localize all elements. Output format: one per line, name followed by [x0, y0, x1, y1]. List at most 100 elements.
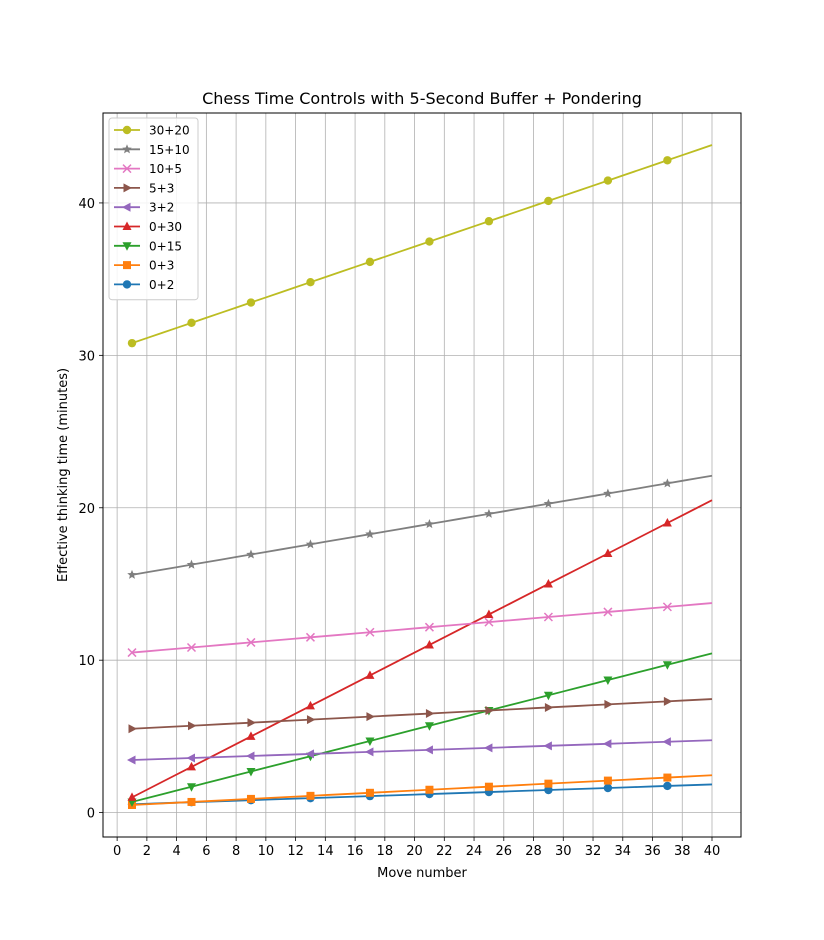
data-point-10+5: [246, 637, 256, 647]
x-tick-label: 8: [232, 844, 240, 859]
data-point-3+2: [543, 741, 552, 751]
series-layer: [127, 144, 713, 809]
x-tick-label: 12: [287, 844, 304, 859]
data-point-3+2: [483, 743, 493, 753]
data-point-15+10: [127, 569, 137, 579]
data-point-5+3: [366, 712, 375, 722]
data-point-0+30: [365, 670, 375, 679]
data-point-0+15: [543, 691, 553, 701]
data-point-0+3: [365, 788, 374, 797]
series-0+30: [127, 499, 713, 801]
y-tick-label: 40: [78, 197, 95, 212]
data-point-3+2: [602, 739, 612, 749]
x-axis-label: Move number: [377, 866, 467, 881]
data-point-0+15: [603, 676, 613, 686]
data-point-30+20: [425, 237, 434, 246]
legend-marker: [122, 242, 132, 251]
y-axis-label: Effective thinking time (minutes): [56, 368, 71, 582]
legend-item: 10+5: [114, 162, 182, 176]
data-point-10+5: [365, 627, 375, 637]
series-5+3: [128, 696, 713, 734]
legend-label: 0+15: [149, 239, 182, 253]
series-30+20: [127, 144, 713, 348]
legend-marker: [122, 144, 132, 154]
series-10+5: [127, 602, 713, 658]
data-point-3+2: [127, 755, 136, 765]
data-point-15+10: [246, 549, 256, 559]
y-tick-label: 20: [78, 502, 95, 517]
x-tick-label: 22: [436, 844, 453, 859]
data-point-15+10: [603, 488, 613, 498]
data-point-0+3: [306, 791, 315, 800]
x-tick-label: 38: [674, 844, 691, 859]
data-point-10+5-stroke: [246, 637, 256, 647]
x-tick-label: 2: [143, 844, 151, 859]
data-point-10+5: [484, 617, 494, 627]
data-point-5+3: [128, 724, 137, 734]
series-line-3+2: [131, 739, 713, 761]
series-line-15+10: [131, 474, 713, 576]
data-point-10+5: [543, 612, 553, 622]
series-line-30+20: [131, 144, 713, 345]
x-tick-label: 20: [406, 844, 423, 859]
data-point-5+3: [247, 718, 256, 728]
series-line-0+15: [131, 652, 713, 803]
legend-marker: [123, 261, 131, 270]
y-axis: 0 10 20 30 40: [78, 197, 103, 822]
legend-label: 0+2: [149, 278, 174, 292]
data-point-3+2: [662, 737, 671, 747]
legend-item: 30+20: [114, 124, 190, 138]
data-point-5+3: [425, 709, 435, 719]
data-point-15+10: [365, 529, 375, 539]
data-point-0+30: [246, 731, 256, 740]
legend-label: 3+2: [149, 201, 174, 215]
data-point-0+2: [603, 783, 613, 793]
legend-item: 0+3: [114, 259, 174, 273]
data-point-15+10: [543, 498, 554, 508]
legend-box: [108, 117, 199, 301]
data-point-10+5: [127, 648, 137, 658]
y-tick-label: 30: [78, 349, 95, 364]
x-tick-label: 36: [644, 844, 661, 859]
legend-marker: [122, 202, 131, 212]
data-point-0+15: [424, 722, 434, 731]
data-point-0+30: [424, 639, 434, 649]
x-tick-label: 24: [466, 844, 483, 859]
data-point-30+20: [187, 318, 196, 328]
data-point-30+20: [544, 196, 553, 206]
data-point-0+15: [246, 767, 256, 777]
x-tick-label: 6: [202, 844, 210, 859]
x-tick-label: 4: [172, 844, 180, 859]
data-point-10+5-stroke: [127, 648, 137, 658]
legend-marker-stroke: [122, 164, 132, 174]
data-point-10+5: [305, 632, 315, 642]
data-point-30+20: [127, 338, 137, 348]
data-point-3+2: [424, 745, 433, 755]
data-point-10+5-stroke: [543, 612, 553, 622]
data-point-5+3: [306, 715, 316, 725]
legend-marker: [122, 164, 132, 174]
data-point-10+5-stroke: [186, 642, 197, 653]
x-tick-label: 18: [377, 844, 394, 859]
data-point-0+30: [662, 518, 672, 527]
legend-item: 0+30: [114, 220, 182, 234]
data-point-15+10: [424, 519, 435, 529]
legend-marker: [123, 183, 132, 193]
data-point-0+15: [662, 661, 672, 670]
data-point-3+2: [245, 751, 255, 761]
series-15+10: [127, 474, 713, 579]
data-point-5+3: [544, 702, 554, 712]
data-point-0+2: [663, 781, 672, 791]
data-point-0+30: [186, 761, 196, 771]
data-point-5+3: [187, 721, 197, 731]
data-point-5+3: [663, 696, 673, 706]
legend-item: 3+2: [114, 201, 174, 215]
data-point-15+10: [305, 539, 316, 549]
data-point-0+30: [603, 548, 613, 557]
data-point-0+3: [484, 782, 493, 791]
data-point-30+20: [603, 176, 613, 185]
data-point-10+5: [662, 602, 672, 612]
data-point-10+5-stroke: [365, 627, 375, 637]
data-point-5+3: [485, 705, 494, 715]
x-tick-label: 32: [585, 844, 602, 859]
